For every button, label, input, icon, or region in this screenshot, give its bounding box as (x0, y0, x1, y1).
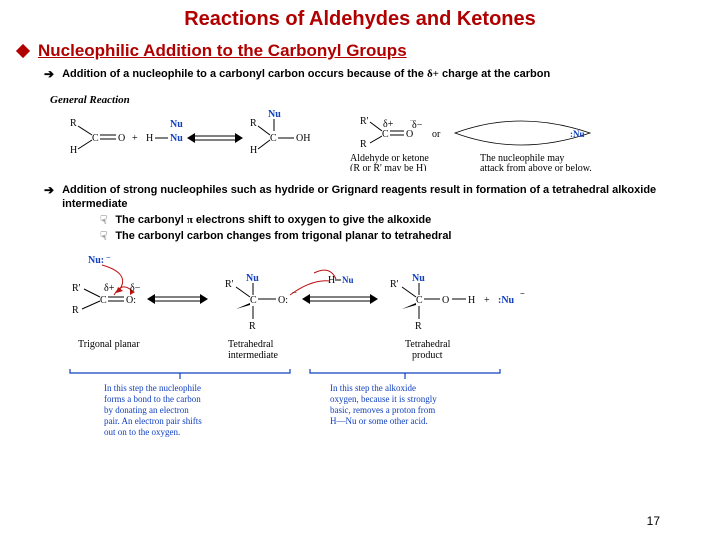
sub-bullet-1-text: The carbonyl π electrons shift to oxygen… (115, 213, 431, 227)
bullet-1-text: Addition of a nucleophile to a carbonyl … (62, 67, 550, 81)
svg-text:R: R (72, 305, 79, 316)
svg-text:H: H (468, 295, 475, 306)
sub-bullet-1: ☟ The carbonyl π electrons shift to oxyg… (100, 213, 720, 227)
hand-bullet-icon: ☟ (100, 213, 107, 227)
svg-text:(R or R' may be H): (R or R' may be H) (350, 163, 427, 171)
svg-text:forms a bond to the carbon: forms a bond to the carbon (104, 394, 201, 404)
hand-bullet-icon: ☟ (100, 229, 107, 243)
svg-text:R': R' (225, 279, 234, 290)
svg-text:..: .. (410, 116, 414, 123)
svg-text:O:: O: (126, 295, 136, 306)
section-heading: Nucleophilic Addition to the Carbonyl Gr… (38, 41, 407, 61)
svg-text:O:: O: (278, 295, 288, 306)
svg-text:C: C (92, 133, 99, 144)
section-heading-row: Nucleophilic Addition to the Carbonyl Gr… (18, 41, 720, 61)
svg-text:R: R (360, 139, 367, 150)
svg-text:H: H (146, 133, 153, 144)
svg-text:by donating an electron: by donating an electron (104, 405, 189, 415)
svg-text:δ−: δ− (130, 283, 141, 294)
svg-text:R': R' (72, 283, 81, 294)
svg-text:+: + (132, 133, 138, 144)
diamond-bullet-icon (16, 44, 30, 58)
svg-text:R: R (250, 118, 257, 129)
figure-mechanism: Nu: − R' R C O: δ+ δ− R' C O: − R Nu H (60, 251, 690, 441)
arrow-bullet-icon: ➔ (44, 67, 54, 81)
svg-text:Tetrahedral: Tetrahedral (405, 339, 451, 350)
svg-text:δ+: δ+ (383, 119, 394, 130)
svg-text:Nu:: Nu: (88, 255, 104, 266)
svg-text:or: or (432, 129, 441, 140)
bullet-1: ➔ Addition of a nucleophile to a carbony… (44, 67, 700, 81)
figure-general-reaction: General Reaction R H C O + H Nu Nu R H C… (50, 91, 690, 171)
svg-text:Trigonal planar: Trigonal planar (78, 339, 140, 350)
arrow-bullet-icon: ➔ (44, 183, 54, 197)
svg-text:δ+: δ+ (104, 283, 115, 294)
general-reaction-label: General Reaction (50, 94, 130, 106)
page-number: 17 (647, 514, 660, 528)
svg-text::Nu: :Nu (570, 129, 585, 139)
svg-text:oxygen, because it is strongly: oxygen, because it is strongly (330, 394, 437, 404)
svg-text:R': R' (360, 116, 369, 127)
svg-text:pair. An electron pair shifts: pair. An electron pair shifts (104, 416, 202, 426)
svg-text:R: R (70, 118, 77, 129)
svg-text:Nu: Nu (342, 275, 354, 285)
svg-text:intermediate: intermediate (228, 350, 279, 361)
svg-text:R: R (415, 321, 422, 332)
svg-text:H: H (250, 145, 257, 156)
svg-text:C: C (250, 295, 257, 306)
svg-text:In this step the nucleophile: In this step the nucleophile (104, 383, 201, 393)
svg-text:C: C (270, 133, 277, 144)
svg-text::Nu: :Nu (498, 295, 515, 306)
svg-text:C: C (416, 295, 423, 306)
svg-text:−: − (106, 253, 111, 262)
svg-text:C: C (100, 295, 107, 306)
svg-text:C: C (382, 129, 389, 140)
svg-text:out on to the oxygen.: out on to the oxygen. (104, 427, 180, 437)
bullet-2-text: Addition of strong nucleophiles such as … (62, 183, 700, 211)
svg-text:H: H (70, 145, 77, 156)
svg-text:Tetrahedral: Tetrahedral (228, 339, 274, 350)
svg-text:In this step the alkoxide: In this step the alkoxide (330, 383, 416, 393)
page-title: Reactions of Aldehydes and Ketones (0, 0, 720, 31)
svg-text:OH: OH (296, 133, 310, 144)
svg-text:O: O (118, 133, 125, 144)
svg-text:Nu: Nu (412, 273, 425, 284)
svg-text:basic, removes a proton from: basic, removes a proton from (330, 405, 435, 415)
svg-text:H—Nu or some other acid.: H—Nu or some other acid. (330, 416, 428, 426)
svg-text:attack from above or below.: attack from above or below. (480, 163, 592, 171)
svg-text:O: O (442, 295, 449, 306)
svg-text:Nu: Nu (170, 119, 183, 130)
svg-text:Nu: Nu (268, 109, 281, 120)
svg-text:−: − (520, 289, 525, 298)
svg-text:R': R' (390, 279, 399, 290)
svg-text:Nu: Nu (246, 273, 259, 284)
svg-text:R: R (249, 321, 256, 332)
svg-text:Nu: Nu (170, 133, 183, 144)
sub-bullet-2: ☟ The carbonyl carbon changes from trigo… (100, 229, 720, 243)
svg-text:+: + (484, 295, 490, 306)
svg-text:product: product (412, 350, 443, 361)
sub-bullet-2-text: The carbonyl carbon changes from trigona… (115, 229, 451, 243)
bullet-2: ➔ Addition of strong nucleophiles such a… (44, 183, 700, 211)
